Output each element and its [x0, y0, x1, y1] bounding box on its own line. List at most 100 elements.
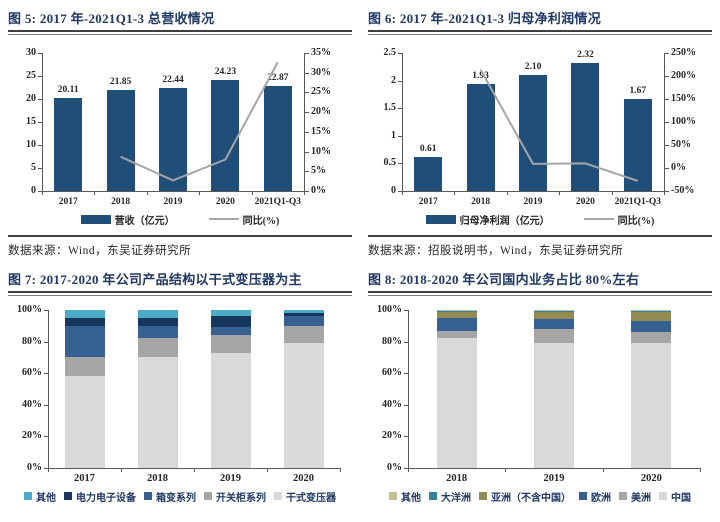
x-axis-line — [402, 191, 665, 192]
y2-axis-tick-mark — [305, 171, 309, 173]
x-axis-tick-label: 2018 — [147, 473, 168, 484]
y2-axis-tick-mark — [665, 168, 669, 169]
y-axis-tick-mark — [38, 145, 42, 146]
y2-axis-tick-mark — [305, 131, 309, 133]
y2-axis-tick-label: 0% — [671, 162, 686, 173]
bar — [466, 84, 495, 191]
stacked-bar-segment — [436, 330, 477, 339]
x-axis-tick-label: 2019 — [543, 473, 565, 484]
figure8-chart: 0% 20% 40% 60% 80% 100% 2018 2019 2020 — [368, 300, 712, 486]
legend-label: 亚洲（不含中国） — [491, 492, 571, 504]
bar-value-label: 24.23 — [214, 66, 237, 77]
stacked-bar-segment — [137, 310, 178, 318]
x-axis-tick-mark — [48, 468, 49, 472]
stacked-bar-segment — [64, 317, 105, 326]
stacked-bar-segment — [283, 343, 324, 468]
y-axis-tick-label: 20 — [26, 93, 36, 104]
stacked-bar-segment — [210, 327, 251, 336]
bar-value-label: 21.85 — [109, 77, 132, 88]
stacked-bar-segment — [631, 310, 672, 312]
x-axis-tick-mark — [664, 191, 665, 195]
y-axis-tick-label: 10 — [26, 139, 36, 150]
y2-axis-tick-label: 100% — [671, 116, 696, 127]
x-axis-tick-label: 2018 — [471, 197, 491, 207]
figure7-legend: 其他 电力电子设备 箱变系列 开关柜系列 干式变压器 — [8, 486, 352, 506]
stacked-bar-segment — [436, 311, 477, 318]
figure6-source: 数据来源：招股说明书，Wind，东吴证券研究所 — [368, 245, 624, 257]
y2-axis-tick-label: 150% — [671, 93, 696, 104]
y2-axis-tick-label: 5% — [311, 165, 326, 177]
stacked-bar-segment — [631, 311, 672, 322]
figure6-chart: 0 0.5 1 1.5 2 2.5 -50% 0% 50% 100% 150% 200% 250% 201… — [368, 39, 712, 209]
legend-label: 其他 — [36, 492, 56, 504]
x-axis-tick-mark — [602, 468, 604, 472]
legend-label: 箱变系列 — [156, 492, 196, 504]
x-axis-tick-label: 2017 — [418, 197, 438, 207]
x-axis-tick-label: 2021Q1-Q3 — [254, 197, 302, 207]
legend-item: 大洋洲 — [429, 489, 471, 504]
x-axis-tick-label: 2020 — [575, 197, 595, 207]
y-axis-tick-mark — [38, 122, 42, 123]
y-axis-tick-label: 100% — [17, 304, 42, 315]
y-axis-tick-mark — [404, 468, 408, 469]
legend-label: 同比(%) — [242, 215, 280, 227]
y-axis-tick-mark — [38, 53, 42, 54]
x-axis-tick-mark — [559, 191, 561, 195]
bar-value-label: 1.67 — [629, 85, 647, 96]
y-axis-tick-label: 0% — [387, 462, 402, 473]
y-axis-tick-mark — [44, 341, 48, 343]
legend-item: 其他 — [24, 489, 56, 504]
x-axis-tick-mark — [94, 191, 96, 195]
stacked-bar-segment — [436, 310, 477, 311]
bar — [571, 62, 600, 191]
y2-axis-tick-mark — [665, 99, 669, 100]
figure5-legend: 营收（亿元） 同比(%) — [8, 209, 352, 229]
stacked-bar-segment — [210, 335, 251, 353]
stacked-bar-segment — [137, 338, 178, 358]
legend-label: 干式变压器 — [286, 492, 336, 504]
x-axis-tick-label: 2018 — [446, 473, 468, 484]
section-divider — [368, 235, 712, 237]
legend-item: 归母净利润（亿元） — [425, 212, 550, 227]
stacked-bar-segment — [436, 338, 477, 468]
legend-label: 营收（亿元） — [114, 215, 175, 227]
y2-axis-tick-label: -50% — [671, 185, 695, 196]
stacked-bar-segment — [534, 311, 574, 320]
y-axis-tick-mark — [44, 404, 48, 406]
stacked-bar-segment — [534, 319, 574, 329]
y-axis-tick-mark — [404, 310, 408, 311]
legend-item: 同比(%) — [583, 212, 654, 227]
x-axis-tick-mark — [304, 191, 305, 195]
stacked-bar-segment — [534, 343, 574, 468]
stacked-bar-segment — [534, 328, 574, 344]
stacked-bar-segment — [631, 310, 672, 311]
figure6-legend: 归母净利润（亿元） 同比(%) — [368, 209, 712, 229]
y-axis-tick-mark — [398, 135, 402, 137]
legend-label: 美洲 — [631, 492, 651, 504]
series-legend-swatch — [479, 492, 487, 500]
bar — [211, 79, 240, 191]
y2-axis-tick-mark — [305, 72, 309, 74]
bar-value-label: 22.44 — [162, 74, 184, 85]
y-axis-tick-label: 80% — [382, 335, 402, 347]
right-column: 图 6: 2017 年-2021Q1-3 归母净利润情况 0 0.5 1 1.5 2 2.… — [368, 0, 712, 506]
y-axis-tick-mark — [398, 80, 402, 82]
stacked-bar-segment — [283, 325, 324, 344]
x-axis-tick-mark — [402, 191, 403, 195]
y2-axis-tick-label: 25% — [311, 86, 331, 98]
y-axis-tick-mark — [44, 373, 48, 375]
x-axis-tick-mark — [408, 468, 409, 472]
x-axis-tick-mark — [505, 468, 507, 472]
y-axis-tick-label: 5 — [31, 162, 36, 173]
legend-item: 其他 — [389, 489, 421, 504]
bar-legend-swatch — [80, 214, 111, 224]
figure7-chart: 0% 20% 40% 60% 80% 100% 2017 2018 2019 2020 — [8, 300, 352, 486]
series-legend-swatch — [204, 492, 212, 500]
stacked-bar-segment — [64, 325, 105, 358]
y2-axis-tick-mark — [305, 92, 309, 94]
y2-axis-tick-mark — [665, 122, 669, 123]
series-legend-swatch — [429, 492, 437, 500]
line-legend-swatch — [583, 218, 614, 220]
legend-label: 开关柜系列 — [216, 492, 266, 504]
legend-item: 电力电子设备 — [64, 489, 136, 504]
